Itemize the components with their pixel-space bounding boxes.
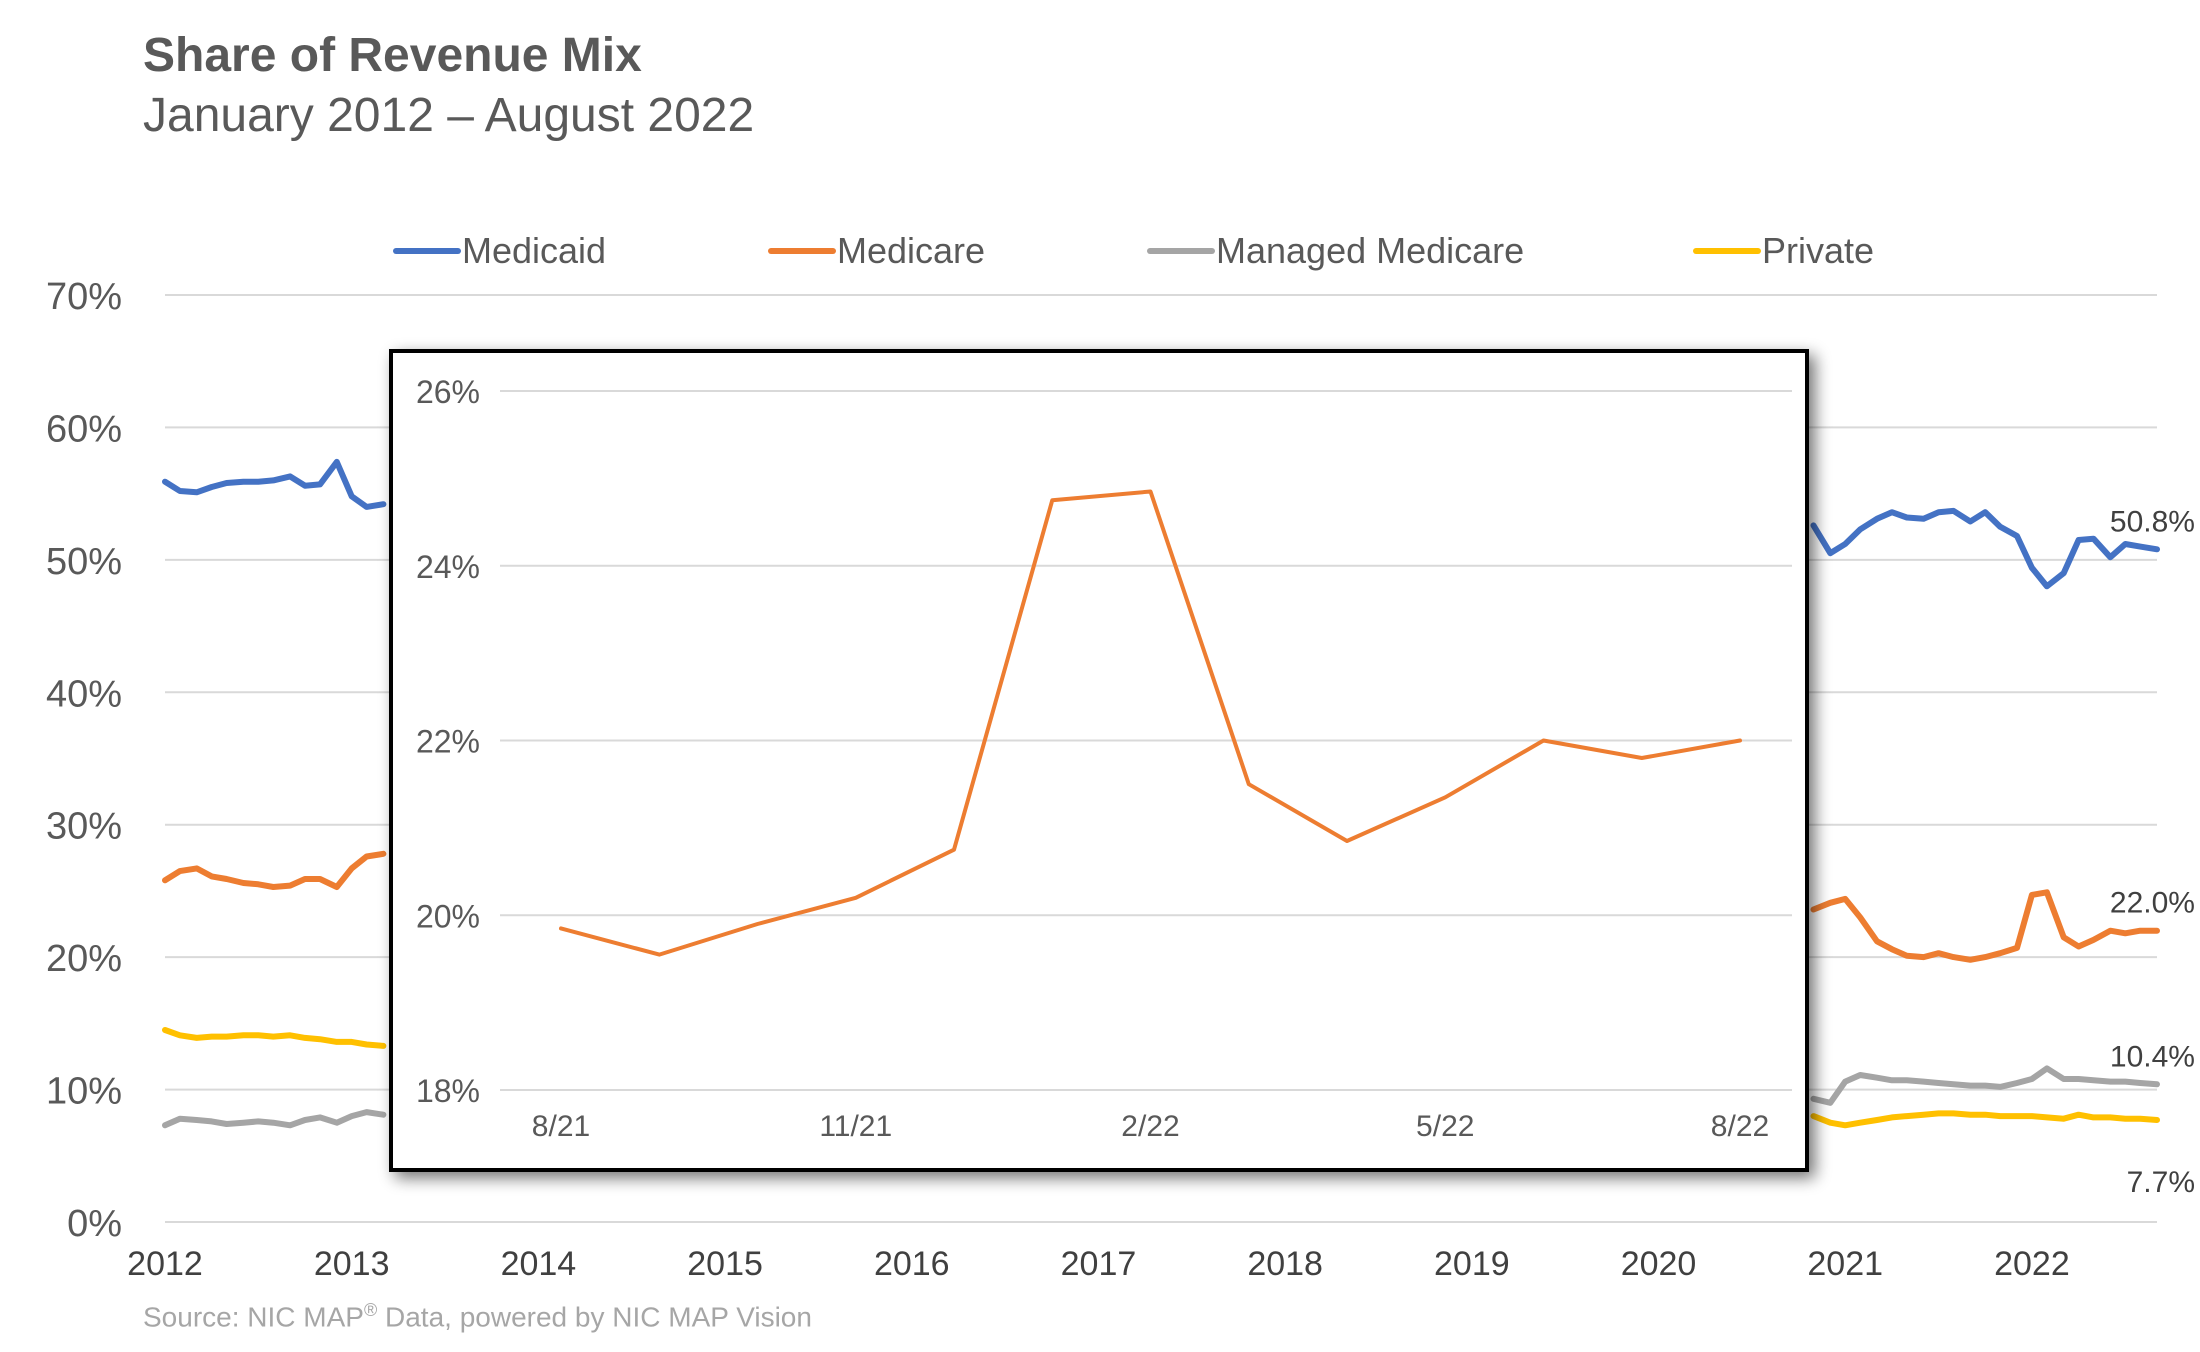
- legend-label-medicaid: Medicaid: [462, 230, 606, 271]
- end-label-medicaid: 50.8%: [2110, 505, 2195, 538]
- inset-chart: 18% 20% 22% 24% 26% 8/21 11/21 2/22 5/22 8/22: [389, 349, 1809, 1172]
- main-y-tick-label: 30%: [46, 806, 122, 848]
- chart-title: Share of Revenue Mix: [143, 29, 642, 82]
- inset-series-line-medicare: [559, 489, 1742, 957]
- legend-label-private: Private: [1762, 230, 1874, 271]
- source-note: Source: NIC MAP® Data, powered by NIC MA…: [143, 1300, 812, 1333]
- main-x-tick-label: 2015: [687, 1245, 763, 1283]
- main-x-tick-label: 2022: [1994, 1245, 2070, 1283]
- main-x-tick-label: 2013: [314, 1245, 390, 1283]
- main-x-tick-label: 2017: [1061, 1245, 1137, 1283]
- main-x-tick-label: 2021: [1807, 1245, 1883, 1283]
- main-x-tick-label: 2020: [1621, 1245, 1697, 1283]
- main-end-labels: 50.8% 22.0% 10.4% 7.7%: [2110, 505, 2195, 1199]
- inset-y-tick-label: 26%: [416, 374, 480, 410]
- series-line-managed-medicare-2: [1810, 1065, 2160, 1106]
- legend: Medicaid Medicare Managed Medicare Private: [393, 230, 1874, 271]
- inset-x-tick-label: 11/21: [819, 1110, 892, 1143]
- series-line-managed-medicare-1: [162, 1109, 387, 1129]
- series-line-medicare-1: [162, 850, 387, 890]
- main-x-tick-label: 2019: [1434, 1245, 1510, 1283]
- legend-label-managed-medicare: Managed Medicare: [1216, 230, 1524, 271]
- inset-y-tick-label: 18%: [416, 1073, 480, 1109]
- main-y-tick-label: 70%: [46, 276, 122, 318]
- main-x-tick-label: 2012: [127, 1245, 203, 1283]
- inset-x-tick-label: 8/21: [532, 1110, 590, 1143]
- inset-y-tick-label: 20%: [416, 898, 480, 934]
- main-x-tick-label: 2014: [501, 1245, 577, 1283]
- main-y-tick-label: 40%: [46, 673, 122, 715]
- main-y-tick-label: 60%: [46, 408, 122, 450]
- main-series: [162, 458, 2160, 1129]
- series-line-medicaid-1: [162, 458, 387, 510]
- series-line-private-2: [1810, 1110, 2160, 1129]
- series-line-medicaid-2: [1810, 507, 2160, 590]
- inset-y-tick-label: 24%: [416, 549, 480, 585]
- end-label-private: 7.7%: [2127, 1166, 2195, 1199]
- main-x-axis: 2012 2013 2014 2015 2016 2017 2018 2019 2020 2021…: [127, 1245, 2070, 1283]
- chart-subtitle: January 2012 – August 2022: [143, 89, 755, 142]
- legend-label-medicare: Medicare: [837, 230, 985, 271]
- end-label-managed-medicare: 10.4%: [2110, 1040, 2195, 1073]
- inset-y-tick-label: 22%: [416, 724, 480, 760]
- source-suffix: Data, powered by NIC MAP Vision: [377, 1301, 812, 1333]
- end-label-medicare: 22.0%: [2110, 887, 2195, 920]
- main-y-tick-label: 20%: [46, 938, 122, 980]
- main-x-tick-label: 2016: [874, 1245, 950, 1283]
- series-line-private-1: [162, 1027, 387, 1049]
- main-y-tick-label: 0%: [67, 1203, 122, 1245]
- inset-x-tick-label: 5/22: [1416, 1110, 1474, 1143]
- source-registered-mark: ®: [363, 1300, 378, 1320]
- main-y-axis: 0% 10% 20% 30% 40% 50% 60% 70%: [46, 276, 122, 1245]
- main-x-tick-label: 2018: [1247, 1245, 1323, 1283]
- inset-frame: [389, 349, 1809, 1172]
- inset-x-tick-label: 8/22: [1711, 1110, 1769, 1143]
- main-y-tick-label: 50%: [46, 541, 122, 583]
- main-y-tick-label: 10%: [46, 1071, 122, 1113]
- inset-x-tick-label: 2/22: [1121, 1110, 1179, 1143]
- source-text: Source: NIC MAP: [143, 1301, 364, 1333]
- series-line-medicare-2: [1810, 889, 2160, 963]
